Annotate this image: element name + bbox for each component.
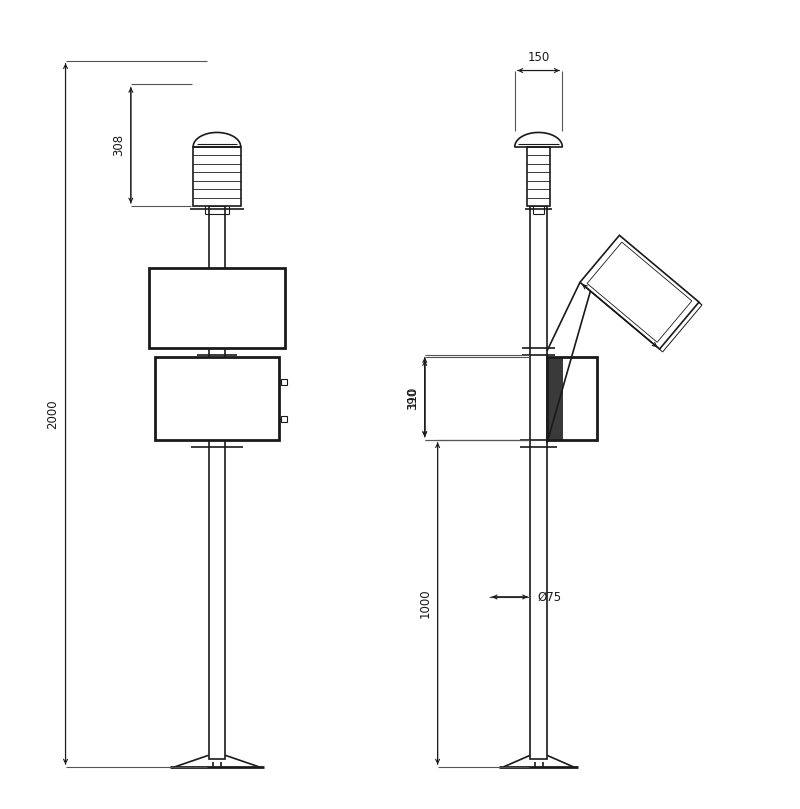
- Bar: [282, 379, 287, 384]
- Bar: [530, 206, 547, 760]
- Bar: [282, 416, 287, 421]
- Bar: [526, 146, 550, 206]
- Bar: [193, 146, 241, 206]
- Polygon shape: [580, 235, 699, 349]
- Bar: [154, 358, 279, 439]
- Text: 1000: 1000: [418, 589, 432, 618]
- Text: 431: 431: [632, 294, 658, 319]
- Text: 308: 308: [112, 134, 125, 156]
- Text: 2000: 2000: [46, 399, 59, 429]
- Text: 390: 390: [406, 388, 419, 409]
- Bar: [547, 358, 597, 439]
- Polygon shape: [587, 242, 692, 342]
- Text: 150: 150: [527, 51, 550, 64]
- Bar: [547, 358, 563, 439]
- Bar: [149, 269, 286, 348]
- Text: Ø75: Ø75: [538, 591, 562, 604]
- Text: 110: 110: [406, 386, 419, 409]
- Bar: [209, 206, 226, 760]
